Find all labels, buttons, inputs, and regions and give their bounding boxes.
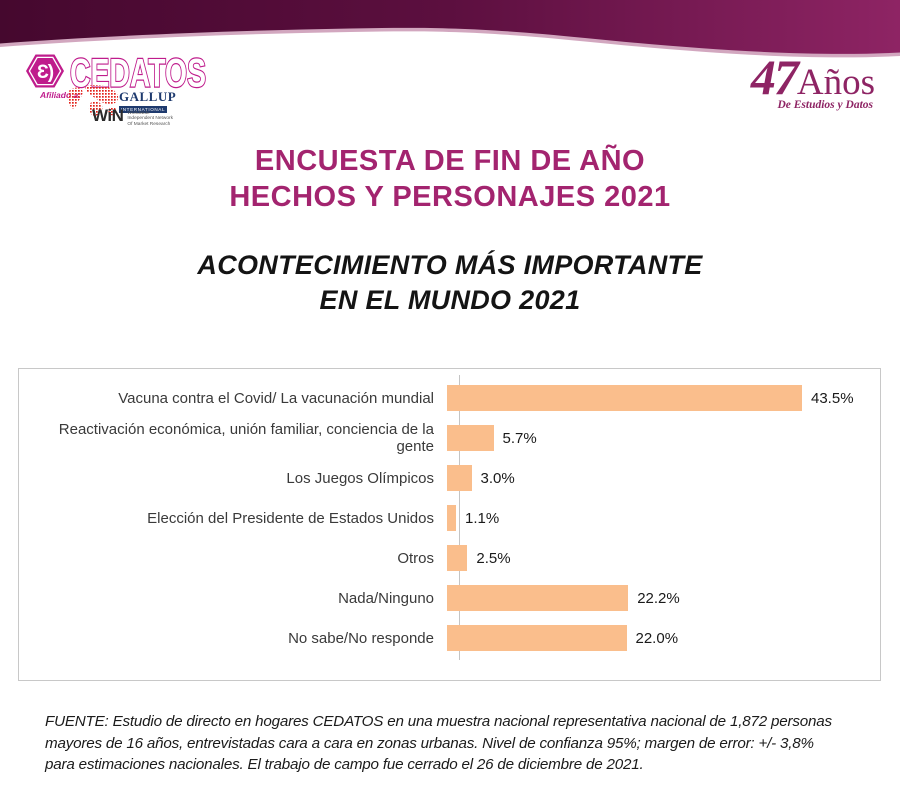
affiliation-label: Afiliado a: <box>40 90 82 100</box>
value-label: 2.5% <box>476 549 511 567</box>
source-note-line1: FUENTE: Estudio de directo en hogares CE… <box>45 713 832 730</box>
bar <box>447 625 627 651</box>
anniversary-word: Años <box>796 62 875 103</box>
win-subtext: Worldwide Independent Network Of Market … <box>127 108 185 127</box>
cedatos-logo: Ɛ) CEDATOS <box>26 50 207 93</box>
cedatos-wordmark: CEDATOS <box>70 52 206 93</box>
cedatos-logo-block: Ɛ) CEDATOS Afiliado a: GALLUP INTERNATIO… <box>24 50 234 140</box>
category-label: No sabe/No responde <box>288 629 434 647</box>
chart-row: Reactivación económica, unión familiar, … <box>19 418 880 458</box>
anniversary-number: 47 <box>750 49 799 105</box>
category-label: Reactivación económica, unión familiar, … <box>58 421 434 455</box>
win-subtext-line1: Worldwide <box>127 111 150 116</box>
chart-title-line1: ACONTECIMIENTO MÁS IMPORTANTE <box>197 250 703 280</box>
value-label: 22.0% <box>635 629 679 647</box>
world-map-icon <box>67 85 119 116</box>
category-label: Elección del Presidente de Estados Unido… <box>147 509 434 527</box>
page-title: ENCUESTA DE FIN DE AÑO HECHOS Y PERSONAJ… <box>0 143 900 215</box>
value-label: 22.2% <box>637 589 680 607</box>
chart-rows: Vacuna contra el Covid/ La vacunación mu… <box>19 378 880 658</box>
cedatos-monogram: Ɛ) <box>37 62 54 83</box>
category-label: Los Juegos Olímpicos <box>286 469 434 487</box>
chart-row: No sabe/No responde 22.0% <box>19 618 880 658</box>
anniversary-tagline: De Estudios y Datos <box>777 99 873 111</box>
page-title-line1: ENCUESTA DE FIN DE AÑO <box>254 145 646 177</box>
banner-dark-shape <box>0 0 900 54</box>
value-label: 43.5% <box>811 389 854 407</box>
win-wordmark: WiN <box>92 106 124 125</box>
chart-title-line2: EN EL MUNDO 2021 <box>319 285 581 315</box>
value-label: 5.7% <box>502 429 537 447</box>
bar <box>447 465 472 491</box>
bar <box>447 385 802 411</box>
chart-row: Los Juegos Olímpicos 3.0% <box>19 458 880 498</box>
bar-chart: Vacuna contra el Covid/ La vacunación mu… <box>18 368 881 681</box>
cedatos-hexagon-inner-outline <box>28 56 62 86</box>
bar <box>447 545 468 571</box>
category-axis-line <box>459 375 460 660</box>
anniversary-badge: 47 Años De Estudios y Datos <box>685 49 875 111</box>
source-note-line3: para estimaciones nacionales. El trabajo… <box>45 756 644 773</box>
page-title-line2: HECHOS Y PERSONAJES 2021 <box>229 181 671 213</box>
win-subtext-line2: Independent Network <box>127 116 174 122</box>
chart-row: Otros 2.5% <box>19 538 880 578</box>
chart-row: Vacuna contra el Covid/ La vacunación mu… <box>19 378 880 418</box>
value-label: 3.0% <box>480 469 515 487</box>
source-note-line2: mayores de 16 años, entrevistadas cara a… <box>45 734 814 752</box>
win-logo: WiN Worldwide Independent Network Of Mar… <box>92 106 185 127</box>
chart-title: ACONTECIMIENTO MÁS IMPORTANTE EN EL MUND… <box>0 248 900 318</box>
category-label: Vacuna contra el Covid/ La vacunación mu… <box>118 389 434 407</box>
gallup-international-bar: INTERNATIONAL <box>119 105 167 113</box>
category-label: Nada/Ninguno <box>338 589 434 607</box>
bar <box>447 425 494 451</box>
value-label: 1.1% <box>465 509 500 527</box>
header-banner-swoosh <box>0 0 900 58</box>
bar <box>447 585 629 611</box>
chart-row: Elección del Presidente de Estados Unido… <box>19 498 880 538</box>
category-label: Otros <box>397 549 434 567</box>
gallup-logo: GALLUP INTERNATIONAL <box>119 89 177 113</box>
anniversary-row: 47 Años <box>685 49 875 105</box>
cedatos-hexagon-icon <box>26 54 64 88</box>
gallup-wordmark: GALLUP <box>119 89 177 104</box>
chart-row: Nada/Ninguno 22.2% <box>19 578 880 618</box>
bar <box>447 505 456 531</box>
source-note: FUENTE: Estudio de directo en hogares CE… <box>45 711 865 776</box>
win-subtext-line3: Of Market Research <box>127 121 171 127</box>
